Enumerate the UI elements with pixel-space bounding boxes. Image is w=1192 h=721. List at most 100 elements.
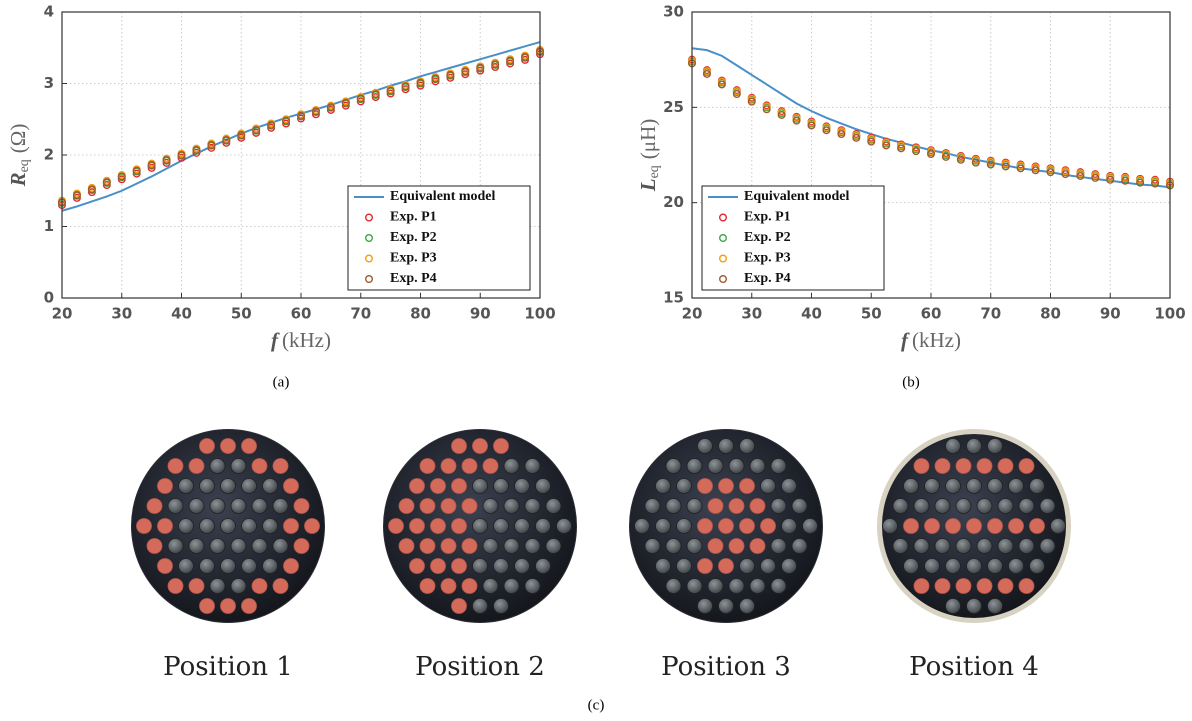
y-unit: (Ω) — [6, 124, 30, 154]
strand — [913, 578, 930, 594]
data-point — [1151, 176, 1160, 185]
strand — [419, 538, 436, 554]
data-point — [822, 123, 831, 132]
strand — [903, 558, 919, 574]
data-point — [971, 155, 980, 164]
legend-swatch — [719, 275, 728, 284]
data-point — [941, 152, 950, 161]
data-point — [207, 140, 216, 149]
photo: Position 4 — [877, 429, 1071, 682]
strand — [966, 558, 982, 574]
data-point — [777, 110, 786, 119]
x-tick-label: 60 — [921, 305, 942, 323]
strand — [770, 578, 787, 594]
strand — [739, 438, 755, 454]
legend-label: Equivalent model — [390, 189, 496, 204]
y-tick-label: 25 — [663, 98, 684, 116]
legend-label: Exp. P1 — [744, 210, 791, 225]
strand — [440, 578, 457, 594]
strand — [749, 498, 766, 514]
legend-label: Exp. P3 — [390, 251, 437, 266]
strand — [892, 498, 909, 514]
data-point — [777, 108, 786, 117]
legend-swatch — [719, 233, 728, 242]
strand — [697, 518, 713, 534]
data-point — [431, 74, 440, 83]
strand — [209, 538, 226, 554]
x-tick-label: 90 — [470, 305, 491, 323]
data-point — [476, 63, 485, 72]
data-point — [1121, 176, 1130, 185]
strand — [728, 458, 745, 474]
strand — [493, 598, 509, 614]
legend-label: Exp. P3 — [744, 251, 791, 266]
data-point — [252, 125, 261, 134]
strand — [283, 478, 299, 494]
data-point — [897, 141, 906, 150]
data-point — [1001, 162, 1010, 171]
legend-swatch — [365, 275, 374, 284]
strand — [461, 538, 478, 554]
x-tick-label: 100 — [524, 305, 555, 323]
strand — [655, 518, 671, 534]
data-point — [1016, 161, 1025, 170]
data-point — [1061, 170, 1070, 179]
legend-swatch — [365, 213, 374, 222]
strand — [388, 518, 404, 534]
strand — [924, 518, 940, 534]
data-point — [717, 80, 726, 89]
strand — [440, 538, 457, 554]
data-point — [446, 70, 455, 79]
strand — [545, 498, 562, 514]
strand — [707, 458, 724, 474]
strand — [718, 598, 734, 614]
strand — [955, 538, 972, 554]
strand — [209, 498, 226, 514]
strand — [955, 498, 972, 514]
data-point — [237, 130, 246, 139]
strand — [686, 538, 703, 554]
x-tick-label: 50 — [861, 305, 882, 323]
data-point — [102, 178, 111, 187]
strand — [241, 518, 257, 534]
strand — [451, 518, 467, 534]
strand — [419, 458, 436, 474]
data-point — [702, 67, 711, 76]
strand — [262, 518, 278, 534]
strand — [997, 538, 1014, 554]
strand — [882, 518, 898, 534]
photo-caption: Position 3 — [661, 652, 791, 682]
strand — [451, 558, 467, 574]
data-point — [702, 69, 711, 78]
strand — [770, 538, 787, 554]
strand — [409, 558, 425, 574]
strand — [146, 538, 163, 554]
data-point — [762, 105, 771, 114]
strand — [945, 518, 961, 534]
strand — [770, 458, 787, 474]
strand — [272, 538, 289, 554]
data-point — [956, 152, 965, 161]
strand — [503, 578, 520, 594]
data-point — [521, 53, 530, 62]
data-point — [1136, 178, 1145, 187]
strand — [913, 498, 930, 514]
strand — [760, 478, 776, 494]
x-tick-label: 50 — [231, 305, 252, 323]
strand — [934, 498, 951, 514]
data-point — [732, 89, 741, 98]
strand — [686, 498, 703, 514]
strand — [220, 478, 236, 494]
strand — [760, 518, 776, 534]
data-point — [416, 78, 425, 87]
data-point — [852, 130, 861, 139]
strand — [482, 498, 499, 514]
strand — [718, 438, 734, 454]
strand — [199, 478, 215, 494]
strand — [251, 498, 268, 514]
strand — [1008, 558, 1024, 574]
data-point — [1091, 171, 1100, 180]
strand — [924, 478, 940, 494]
panel-label: (c) — [588, 697, 605, 713]
strand — [220, 438, 236, 454]
